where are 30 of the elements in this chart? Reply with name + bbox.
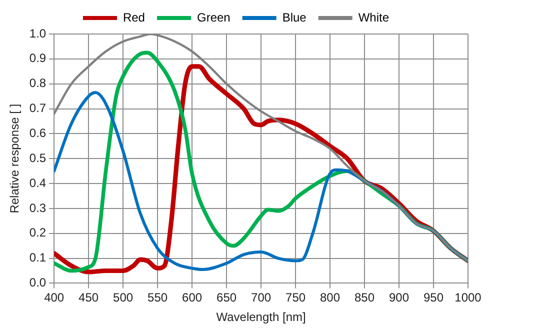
x-tick-label: 700 — [251, 290, 272, 305]
x-tick-label: 550 — [148, 290, 168, 305]
y-tick-label: 0.2 — [29, 226, 46, 240]
legend-label: Green — [196, 10, 230, 24]
x-tick-label: 850 — [354, 290, 375, 305]
y-tick-label: 0.9 — [29, 51, 46, 66]
legend-label: White — [358, 10, 390, 24]
y-axis-title: Relative response [ ] — [8, 104, 22, 214]
y-tick-label: 0.7 — [29, 101, 46, 116]
x-tick-label: 800 — [320, 290, 340, 305]
x-tick-label: 750 — [286, 290, 306, 305]
x-tick-label: 1000 — [454, 290, 482, 305]
x-tick-label: 450 — [78, 290, 99, 305]
y-tick-label: 0.3 — [29, 200, 46, 215]
y-tick-label: 1.0 — [29, 26, 46, 40]
x-tick-label: 600 — [182, 290, 202, 305]
x-tick-label: 400 — [44, 290, 64, 305]
y-tick-label: 0.1 — [29, 250, 46, 265]
y-tick-label: 0.0 — [29, 276, 46, 290]
x-tick-label: 900 — [389, 290, 410, 305]
x-axis-title: Wavelength [nm] — [216, 310, 306, 324]
y-tick-label: 0.6 — [29, 126, 46, 140]
y-tick-label: 0.8 — [29, 76, 46, 90]
x-tick-label: 950 — [423, 290, 444, 305]
x-tick-label: 500 — [113, 290, 134, 305]
y-tick-label: 0.5 — [29, 150, 46, 165]
legend-label: Blue — [282, 10, 307, 24]
x-tick-label: 650 — [216, 290, 237, 305]
legend-label: Red — [122, 10, 145, 24]
y-tick-label: 0.4 — [29, 176, 46, 190]
